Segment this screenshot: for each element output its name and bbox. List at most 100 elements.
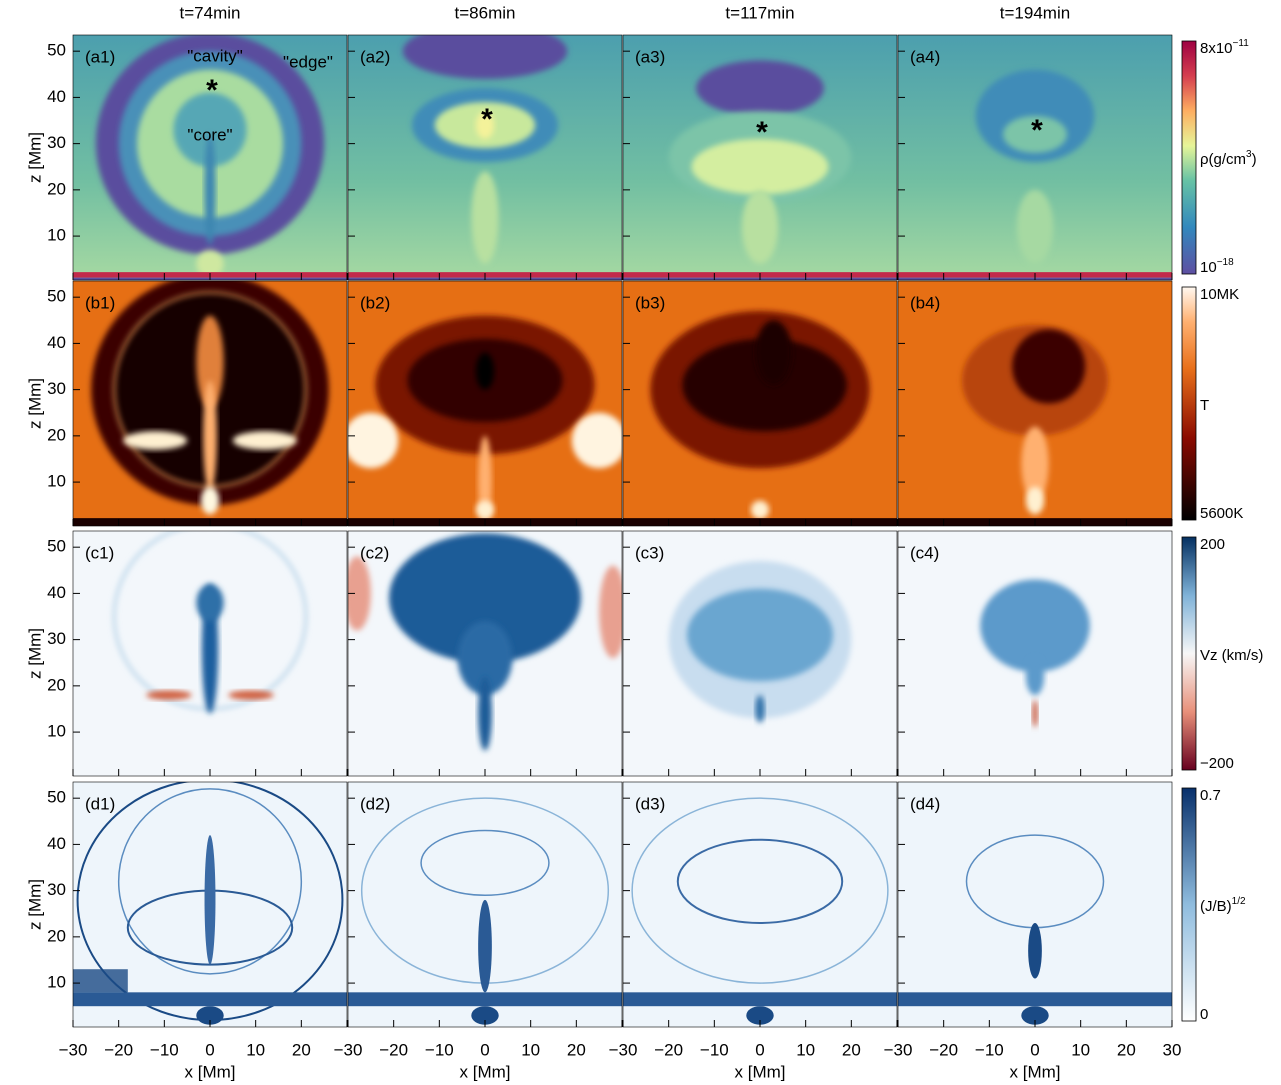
label-superscript: −11 [1233,38,1250,49]
x-tick-label: −10 [700,1040,729,1059]
column-title: t=194min [1000,3,1070,22]
structure [232,431,297,450]
colorbar [1181,787,1197,1022]
panel-image [348,281,622,526]
x-tick-label: −20 [654,1040,683,1059]
structure [696,60,824,116]
colorbar [1181,536,1197,771]
panel-label: (d2) [360,794,390,813]
structure [173,92,247,167]
structure [204,835,216,965]
structure [471,1006,499,1025]
chromosphere [898,992,1172,1007]
structure [196,1006,224,1025]
column-title: t=74min [180,3,241,22]
colorbar [1181,40,1197,275]
structure [123,431,188,450]
label-text: ρ(g/cm [1200,151,1246,168]
panel-label: (c1) [85,543,114,562]
y-tick-label: 30 [47,133,66,152]
x-tick-label: 0 [755,1040,764,1059]
marker: * [756,116,768,149]
structure [457,621,513,696]
structure [475,352,495,390]
x-tick-label: −30 [884,1040,913,1059]
structure [1012,329,1086,404]
panel-label: (a1) [85,47,115,66]
y-tick-label: 10 [47,472,66,491]
panel-image [348,531,622,776]
y-tick-label: 50 [47,41,66,60]
structure [686,588,834,682]
y-axis-label: z [Mm] [25,378,44,429]
structure [755,320,792,386]
panel-label: (a2) [360,47,390,66]
structure [1021,426,1049,501]
structure [196,584,224,622]
colorbar [1181,286,1197,521]
colorbar-label: ρ(g/cm3) [1200,149,1257,168]
panel-label: (c3) [635,543,664,562]
y-tick-label: 20 [47,675,66,694]
structure [1025,658,1045,696]
x-tick-label: −30 [609,1040,638,1059]
label-superscript: −18 [1217,257,1234,268]
annotation: "edge" [283,52,333,71]
colorbar-label: 0 [1200,1006,1208,1023]
x-tick-label: 20 [1117,1040,1136,1059]
y-tick-label: 40 [47,333,66,352]
panel-image [73,35,347,280]
structure [420,829,550,897]
marker: * [1031,114,1043,147]
panel-label: (d3) [635,794,665,813]
panel-label: (d4) [910,794,940,813]
structure [203,380,217,492]
panel-image [898,35,1172,280]
panel-image [623,281,897,526]
label-superscript: 3 [1246,149,1252,160]
panel-background [623,782,897,1027]
structure [475,111,495,140]
structure [146,690,192,700]
chromosphere [623,992,897,1007]
colorbar-label: −200 [1200,755,1234,772]
panel-label: (a3) [635,47,665,66]
x-tick-label: 10 [246,1040,265,1059]
structure [631,797,889,984]
panel-background [898,782,1172,1027]
marker: * [481,103,493,136]
label-text: Vz (km/s) [1200,647,1263,664]
marker: * [206,74,218,107]
y-tick-label: 10 [47,722,66,741]
label-text: (J/B) [1200,898,1232,915]
y-tick-label: 30 [47,629,66,648]
label-text: −200 [1200,755,1234,772]
panel-image [623,782,897,1027]
y-tick-label: 20 [47,179,66,198]
label-text: 5600K [1200,505,1243,522]
colorbar-label: 5600K [1200,505,1243,522]
x-tick-label: 10 [521,1040,540,1059]
colorbar-label: 0.7 [1200,787,1221,804]
panel-image [348,782,622,1027]
x-axis-label: x [Mm] [735,1062,786,1081]
structure [228,690,274,700]
structure [980,579,1090,672]
structure [1032,699,1038,728]
label-text: 0.7 [1200,787,1221,804]
panel-image [73,782,347,1027]
y-tick-label: 20 [47,425,66,444]
colorbar-label: T [1200,397,1209,414]
structure [471,171,499,264]
structure [691,139,829,195]
panel-label: (b3) [635,293,665,312]
panel-label: (c4) [910,543,939,562]
y-axis-label: z [Mm] [25,132,44,183]
x-tick-label: −30 [59,1040,88,1059]
label-text: T [1200,397,1209,414]
chromosphere [348,992,622,1007]
panel-label: (b1) [85,293,115,312]
structure [200,486,220,515]
panel-label: (a4) [910,47,940,66]
x-tick-label: −30 [334,1040,363,1059]
